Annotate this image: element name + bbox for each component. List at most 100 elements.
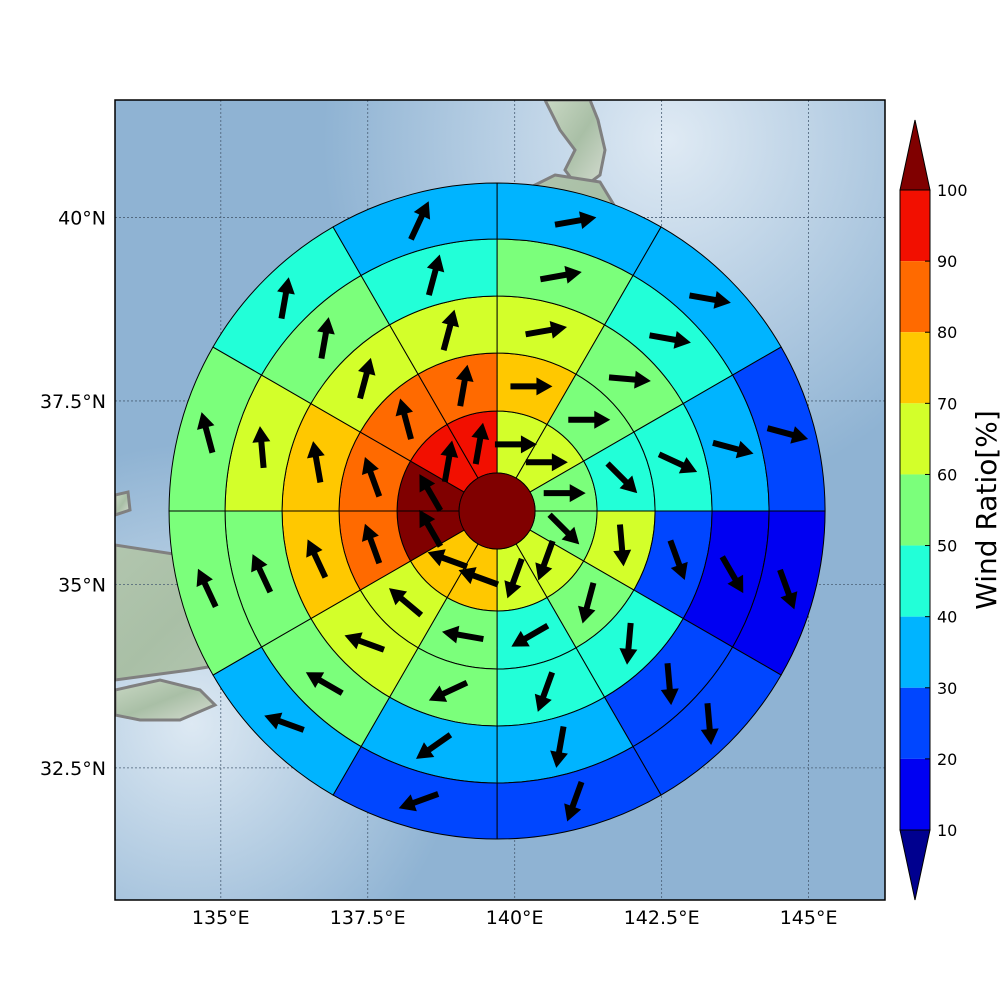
wind-arrow	[511, 623, 550, 647]
wind-arrow	[408, 201, 431, 241]
wind-arrow	[317, 317, 335, 360]
wind-arrow	[649, 331, 691, 349]
x-tick-label: 142.5°E	[624, 907, 700, 929]
colorbar-tick-label: 60	[937, 465, 957, 484]
land-kyushu	[115, 490, 132, 517]
colorbar-segment	[900, 758, 930, 830]
wind-arrow	[564, 780, 585, 822]
wind-arrow	[504, 557, 525, 599]
wind-arrow	[395, 398, 414, 440]
wind-arrow	[442, 625, 484, 644]
wind-arrow	[700, 702, 719, 746]
wind-arrow	[568, 410, 611, 429]
wind-arrow	[667, 539, 688, 580]
wind-arrow	[357, 357, 376, 400]
colorbar-segment	[900, 474, 930, 546]
wind-arrow	[344, 632, 386, 653]
wind-arrow	[525, 453, 568, 472]
colorbar-tick-label: 50	[937, 537, 957, 556]
wind-arrow	[440, 440, 459, 483]
colorbar-segment	[900, 190, 930, 262]
colorbar-tick-label: 20	[937, 750, 957, 769]
y-tick-label: 37.5°N	[40, 391, 106, 413]
wind-arrow	[196, 568, 219, 609]
map-area	[115, 100, 885, 900]
wind-arrow	[547, 512, 580, 545]
wind-arrow	[578, 582, 597, 624]
y-axis-ticks: 32.5°N 35°N 37.5°N 40°N	[40, 207, 106, 779]
colorbar-segment	[900, 403, 930, 475]
wind-arrow	[777, 568, 798, 610]
wind-arrow	[252, 426, 271, 469]
x-tick-label: 135°E	[192, 907, 250, 929]
y-tick-label: 40°N	[58, 207, 106, 229]
colorbar-tick-label: 80	[937, 323, 957, 342]
colorbar-segment	[900, 545, 930, 617]
wind-arrow	[719, 555, 744, 594]
wind-arrow	[264, 712, 305, 733]
wind-arrow	[554, 211, 597, 230]
wind-arrow	[613, 524, 632, 567]
wind-arrow	[660, 663, 679, 706]
wind-arrow	[494, 435, 537, 454]
wind-arrow	[657, 451, 698, 474]
wind-arrow	[277, 277, 295, 320]
colorbar-tick-label: 70	[937, 394, 957, 413]
wind-arrow	[534, 671, 555, 712]
wind-arrow	[388, 588, 424, 618]
x-tick-label: 140°E	[486, 907, 544, 929]
colorbar-label: Wind Ratio[%]	[970, 410, 1000, 610]
colorbar-tick-label: 90	[937, 252, 957, 271]
wind-arrow	[306, 539, 329, 579]
colorbar: 10 20 30 40 50 60 70 80 90 100 Wind Ratio[%]	[899, 119, 1000, 901]
wind-arrow	[535, 539, 556, 581]
wind-arrow	[419, 474, 444, 512]
wind-arrow	[440, 309, 460, 351]
wind-arrow	[605, 461, 638, 494]
wind-arrow	[458, 567, 500, 588]
wind-arrow	[361, 523, 383, 565]
colorbar-segment	[900, 332, 930, 404]
wind-arrow	[425, 254, 445, 296]
wind-arrow	[197, 412, 216, 454]
wind-arrows	[196, 201, 809, 822]
wind-arrow	[619, 622, 638, 665]
wind-arrow	[543, 484, 586, 503]
land-shikoku	[115, 678, 218, 722]
wind-arrow	[525, 320, 567, 339]
wind-arrow	[510, 377, 553, 396]
wind-arrow	[608, 370, 651, 389]
colorbar-segment	[900, 687, 930, 759]
colorbar-under-extension	[899, 829, 931, 901]
wind-arrow	[455, 364, 474, 407]
y-tick-label: 35°N	[58, 574, 106, 596]
x-tick-label: 137.5°E	[330, 907, 406, 929]
wind-arrow	[471, 422, 490, 465]
wind-arrow	[398, 791, 440, 812]
wind-arrow	[305, 672, 344, 696]
colorbar-frame	[899, 189, 931, 831]
colorbar-segment	[900, 616, 930, 688]
wind-arrow	[712, 439, 754, 459]
wind-arrow	[307, 441, 325, 483]
colorbar-over-extension	[899, 119, 931, 191]
wind-arrow	[361, 456, 383, 498]
x-axis-ticks: 135°E 137.5°E 140°E 142.5°E 145°E	[192, 907, 838, 929]
y-tick-label: 32.5°N	[40, 758, 106, 780]
wind-arrow	[766, 425, 809, 444]
colorbar-tick-label: 10	[937, 821, 957, 840]
core-circle	[458, 472, 536, 550]
wind-arrow	[688, 291, 731, 309]
colorbar-tick-label: 30	[937, 679, 957, 698]
wind-arrow	[419, 509, 444, 548]
x-tick-label: 145°E	[780, 907, 838, 929]
colorbar-tick-label: 100	[937, 181, 968, 200]
wind-sectors	[168, 182, 826, 840]
wind-arrow	[550, 725, 568, 768]
wind-arrow	[427, 549, 469, 570]
map-frame	[114, 99, 886, 901]
wind-arrow	[428, 679, 469, 702]
colorbar-segment	[900, 261, 930, 333]
wind-arrow	[416, 732, 453, 759]
wind-arrow	[251, 554, 274, 594]
